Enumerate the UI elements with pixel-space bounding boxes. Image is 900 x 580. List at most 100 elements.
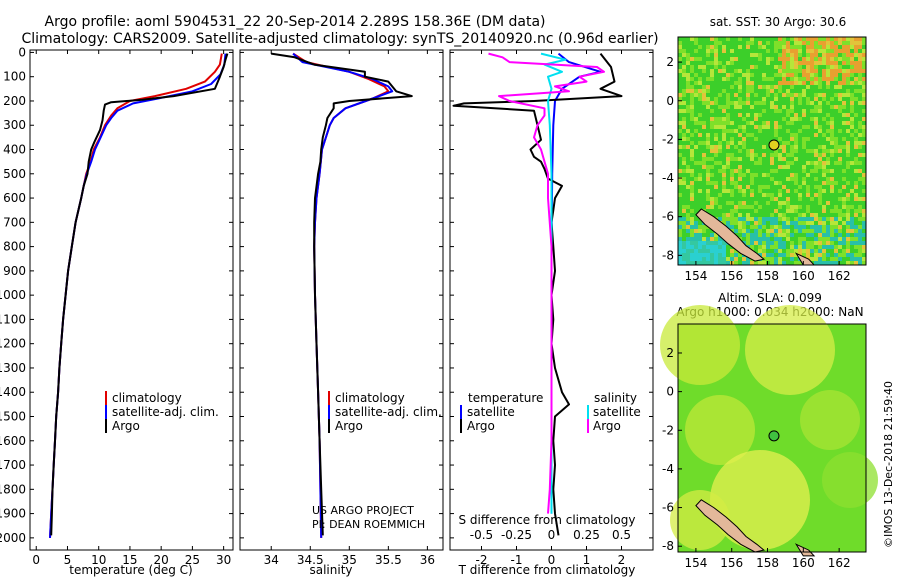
lat-tick-label: 2 xyxy=(666,55,674,69)
legend-label-argo: Argo xyxy=(112,419,140,433)
depth-tick-label: 1600 xyxy=(0,434,26,448)
lat-tick-label: -4 xyxy=(662,171,674,185)
sst-map xyxy=(678,37,866,266)
lon-tick-label: 156 xyxy=(720,556,743,570)
depth-tick-label: 400 xyxy=(3,143,26,157)
depth-tick-label: 1200 xyxy=(0,337,26,351)
x-tick-label: 0 xyxy=(548,553,556,567)
sst-map-frame xyxy=(677,36,867,266)
imos-watermark: ©IMOS 13-Dec-2018 21:59:40 xyxy=(882,381,895,548)
lat-tick-label: 0 xyxy=(666,94,674,108)
x-tick-label: 30 xyxy=(216,553,231,567)
x-tick-label: 34.5 xyxy=(297,553,324,567)
series-line-climatology xyxy=(49,53,223,538)
lat-tick-label: -6 xyxy=(662,210,674,224)
depth-tick-label: 200 xyxy=(3,94,26,108)
lon-tick-label: 154 xyxy=(684,556,707,570)
depth-tick-label: 700 xyxy=(3,215,26,229)
series-line-climatology xyxy=(292,52,390,538)
sla-map xyxy=(660,305,878,557)
depth-tick-label: 1800 xyxy=(0,482,26,496)
x-tick-label: 5 xyxy=(64,553,72,567)
series-line-satellite-adj-clim- xyxy=(49,53,227,538)
temperature-xlabel: temperature (deg C) xyxy=(69,563,192,577)
series-line-satellite xyxy=(550,52,602,514)
sst-map-axes: 154 156 158 160 162 2 0 -2 -4 -6 -8 xyxy=(662,55,851,283)
x-tick-label: -1 xyxy=(511,553,523,567)
land-island xyxy=(695,208,766,262)
depth-tick-label: 1500 xyxy=(0,410,26,424)
depth-tick-label: 0 xyxy=(18,45,26,59)
legend-label-t-argo: Argo xyxy=(467,419,495,433)
x-tick-label: 25 xyxy=(185,553,200,567)
lon-tick-label: 156 xyxy=(720,269,743,283)
sla-map-axes: 154 156 158 160 162 2 0 -2 -4 -6 -8 xyxy=(662,346,851,570)
x-tick-label: 20 xyxy=(154,553,169,567)
legend-label-t-satellite: satellite xyxy=(467,405,515,419)
salinity-series xyxy=(271,52,413,538)
difference-legend: temperature satellite Argo salinity sate… xyxy=(460,391,641,433)
land-island xyxy=(695,499,766,553)
depth-tick-label: 500 xyxy=(3,167,26,181)
lon-tick-label: 160 xyxy=(792,556,815,570)
legend-temperature-header: temperature xyxy=(468,391,543,405)
series-line-argo xyxy=(488,52,605,514)
temperature-panel-frame xyxy=(29,49,234,551)
series-line-satellite-adj-clim- xyxy=(292,52,394,538)
legend-label-s-argo: Argo xyxy=(593,419,621,433)
series-line-argo xyxy=(50,53,229,536)
depth-tick-label: 900 xyxy=(3,264,26,278)
depth-tick-label: 1000 xyxy=(0,288,26,302)
lat-tick-label: -2 xyxy=(662,132,674,146)
x-top-tick-label: -0.5 xyxy=(470,528,493,542)
temperature-x-axis: 0 5 10 15 20 25 30 xyxy=(32,50,231,567)
x-tick-label: 2 xyxy=(618,553,626,567)
depth-tick-label: 600 xyxy=(3,191,26,205)
legend-label-climatology: climatology xyxy=(112,391,182,405)
x-top-tick-label: -0.25 xyxy=(501,528,532,542)
legend-label-s-satellite: satellite xyxy=(593,405,641,419)
salinity-panel-frame xyxy=(239,49,444,551)
depth-tick-label: 1900 xyxy=(0,507,26,521)
x-tick-label: 15 xyxy=(122,553,137,567)
lat-tick-label: -4 xyxy=(662,462,674,476)
legend-label-argo: Argo xyxy=(335,419,363,433)
s-difference-xlabel: S difference from climatology xyxy=(459,513,636,527)
legend-label-climatology: climatology xyxy=(335,391,405,405)
depth-tick-label: 300 xyxy=(3,118,26,132)
lat-tick-label: 2 xyxy=(666,346,674,360)
legend-label-satellite: satellite-adj. clim. xyxy=(335,405,442,419)
salinity-x-axis: 34 34.5 35 35.5 36 xyxy=(264,50,435,567)
project-annotation: US ARGO PROJECT xyxy=(312,504,414,517)
argo-location-marker xyxy=(768,430,780,442)
lon-tick-label: 162 xyxy=(828,269,851,283)
salinity-legend: climatology satellite-adj. clim. Argo xyxy=(328,391,442,433)
temperature-legend: climatology satellite-adj. clim. Argo xyxy=(105,391,219,433)
sla-map-title: Altim. SLA: 0.099 xyxy=(718,291,822,305)
depth-tick-label: 1300 xyxy=(0,361,26,375)
depth-tick-label: 1400 xyxy=(0,385,26,399)
lon-tick-label: 160 xyxy=(792,269,815,283)
x-tick-label: 35 xyxy=(342,553,357,567)
depth-tick-label: 2000 xyxy=(0,531,26,545)
title-line1: Argo profile: aoml 5904531_22 20-Sep-201… xyxy=(45,14,546,30)
lat-tick-label: 0 xyxy=(666,385,674,399)
x-tick-label: 36 xyxy=(420,553,435,567)
pi-annotation: PI: DEAN ROEMMICH xyxy=(312,518,425,531)
lat-tick-label: -2 xyxy=(662,423,674,437)
x-tick-label: 0 xyxy=(32,553,40,567)
argo-location-marker xyxy=(768,139,780,151)
x-tick-label: 35.5 xyxy=(375,553,402,567)
legend-salinity-header: salinity xyxy=(594,391,637,405)
legend-label-satellite: satellite-adj. clim. xyxy=(112,405,219,419)
lat-tick-label: -6 xyxy=(662,501,674,515)
lon-tick-label: 162 xyxy=(828,556,851,570)
x-top-tick-label: 0.25 xyxy=(573,528,600,542)
difference-x-axis: -2 -1 0 1 2 -0.5 -0.25 0 0.25 0.5 xyxy=(470,50,631,567)
x-top-tick-label: 0.5 xyxy=(612,528,631,542)
x-top-tick-label: 0 xyxy=(548,528,556,542)
x-tick-label: 1 xyxy=(583,553,591,567)
temperature-series xyxy=(49,53,229,538)
depth-tick-label: 800 xyxy=(3,240,26,254)
lat-tick-label: -8 xyxy=(662,248,674,262)
